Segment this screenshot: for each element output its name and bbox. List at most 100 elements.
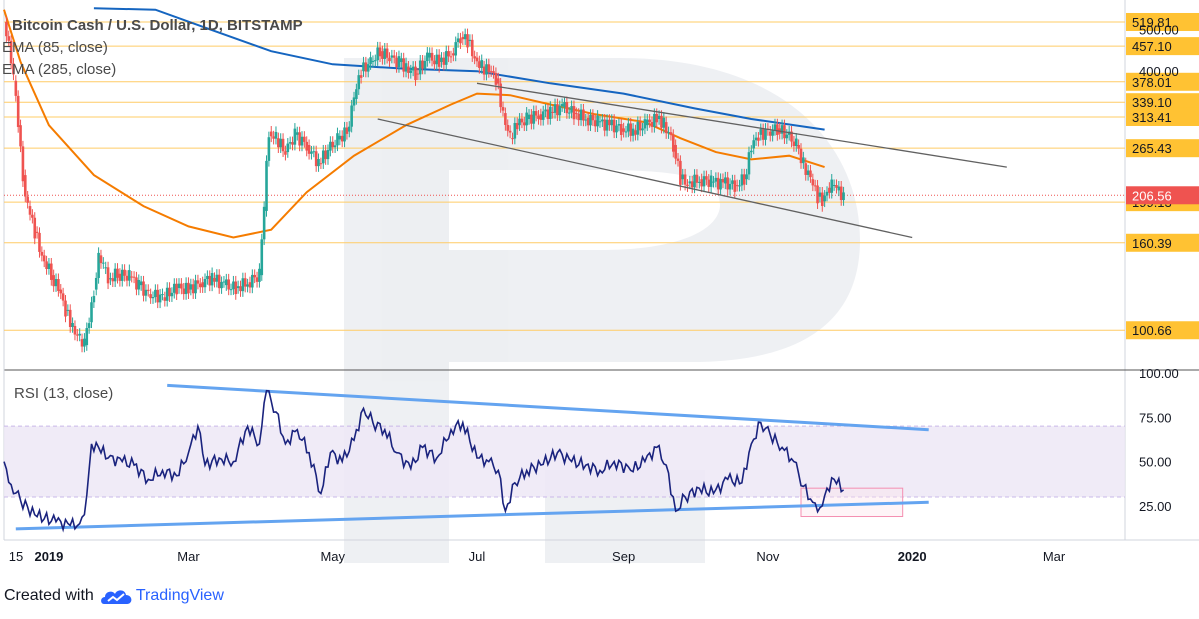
candle-body: [662, 117, 666, 128]
candle-body: [180, 283, 183, 289]
candle-body: [452, 53, 455, 56]
time-tick-label: Sep: [612, 549, 635, 564]
candle-body: [759, 129, 763, 135]
candle-body: [71, 322, 74, 328]
candle-body: [806, 170, 810, 175]
candle-body: [567, 112, 571, 114]
candle-body: [272, 136, 275, 139]
rsi-tick-label: 100.00: [1139, 366, 1179, 381]
candle-body: [258, 268, 261, 282]
candle-body: [837, 186, 841, 191]
candle-body: [418, 60, 422, 75]
candle-body: [570, 106, 573, 113]
footer: Created with TradingView: [4, 586, 224, 606]
candle-body: [456, 38, 460, 43]
candle-body: [721, 178, 725, 183]
candle-body: [679, 160, 682, 185]
candle-body: [260, 239, 264, 276]
candle-body: [97, 252, 100, 278]
candle-body: [397, 56, 401, 68]
candle-body: [804, 163, 808, 175]
candle-body: [794, 138, 798, 147]
candle-body: [407, 66, 410, 73]
candle-body: [631, 128, 635, 136]
candle-body: [118, 273, 122, 281]
candle-body: [695, 174, 699, 183]
candle-body: [19, 125, 22, 147]
candle-body: [470, 39, 474, 57]
legend-ema285: EMA (285, close): [2, 61, 116, 78]
level-label: 160.39: [1132, 236, 1172, 251]
last-price-label: 206.56: [1132, 188, 1172, 203]
candle-body: [690, 181, 694, 188]
candle-body: [709, 175, 713, 187]
level-label-bg: [1126, 321, 1199, 340]
candle-body: [832, 184, 836, 186]
level-label: 339.10: [1132, 95, 1172, 110]
candle-body: [64, 300, 67, 317]
candle-body: [146, 289, 150, 291]
candle-body: [541, 111, 545, 120]
candle-body: [104, 267, 107, 269]
candle-body: [92, 296, 96, 303]
candle-body: [728, 183, 732, 190]
candle-body: [820, 192, 824, 207]
candle-body: [163, 297, 167, 301]
rsi-trend-lower: [15, 500, 929, 531]
candle-body: [99, 255, 103, 264]
candle-body: [551, 111, 554, 113]
candle-body: [761, 129, 765, 140]
candle-body: [596, 115, 599, 127]
candle-body: [556, 104, 559, 116]
candle-body: [255, 277, 259, 282]
candle-body: [42, 255, 46, 262]
candle-body: [102, 262, 105, 264]
candle-body: [738, 185, 741, 187]
candle-body: [475, 57, 479, 62]
candle-body: [198, 283, 202, 288]
candle-body: [142, 281, 145, 296]
candle-body: [584, 119, 588, 121]
candle-body: [175, 283, 178, 295]
candle-body: [686, 184, 689, 187]
candle-body: [463, 34, 467, 40]
candle-body: [300, 136, 304, 146]
candle-body: [52, 275, 55, 287]
channel-line-upper: [476, 82, 1007, 168]
candle-body: [811, 179, 815, 186]
candle-body: [203, 278, 207, 288]
candle-body: [494, 72, 498, 85]
candle-body: [312, 151, 316, 153]
candle-body: [468, 39, 472, 41]
candle-body: [518, 118, 521, 126]
candle-body: [480, 60, 484, 68]
candle-body: [253, 274, 256, 278]
candle-body: [392, 55, 396, 58]
candle-body: [537, 115, 540, 119]
candle-body: [603, 119, 607, 131]
candle-body: [496, 78, 500, 84]
candle-body: [522, 122, 526, 126]
candle-body: [839, 186, 843, 201]
candle-body: [440, 57, 443, 63]
candle-body: [364, 62, 368, 72]
candle-body: [319, 163, 323, 165]
time-tick-label: Jul: [469, 549, 486, 564]
candle-body: [823, 195, 826, 202]
candle-body: [771, 129, 774, 136]
candle-body: [23, 175, 27, 197]
candle-body: [757, 137, 760, 141]
candle-body: [125, 275, 129, 281]
candle-body: [262, 206, 266, 240]
candle-body: [745, 174, 748, 180]
candle-body: [229, 289, 233, 291]
candle-body: [705, 176, 708, 180]
candle-body: [740, 174, 744, 186]
candle-body: [182, 288, 186, 295]
candle-body: [38, 232, 41, 252]
footer-brand[interactable]: TradingView: [135, 587, 224, 604]
candle-body: [21, 146, 25, 182]
candle-body: [619, 124, 623, 135]
candle-body: [575, 113, 578, 115]
